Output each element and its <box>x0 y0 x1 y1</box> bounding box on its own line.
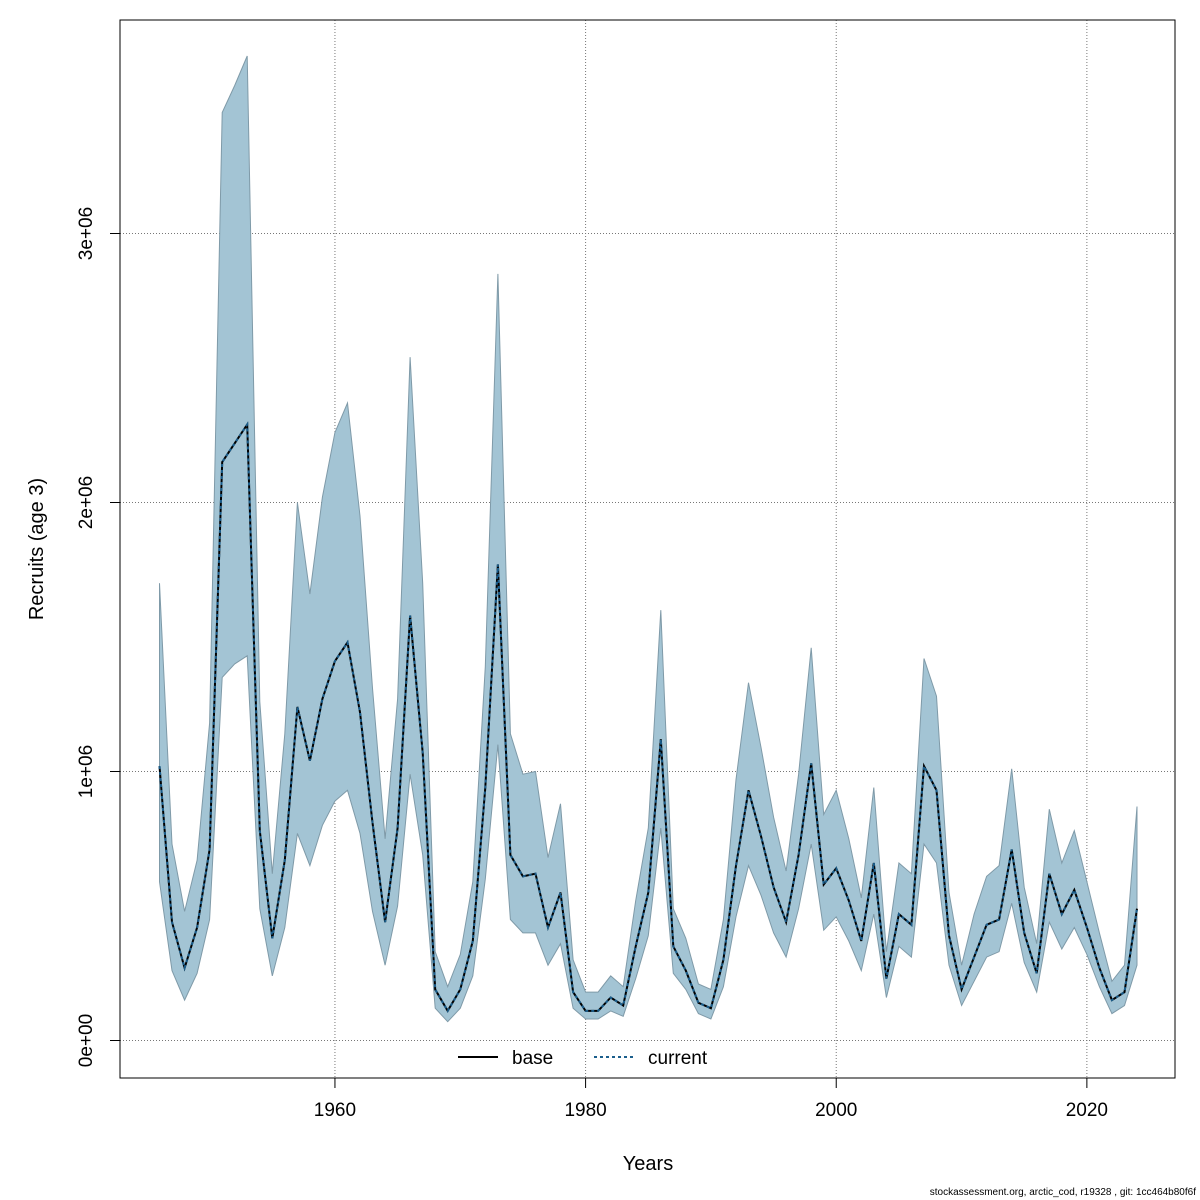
x-axis-label: Years <box>623 1153 673 1175</box>
y-axis-label: Recruits (age 3) <box>26 478 48 620</box>
x-tick-label-1960: 1960 <box>314 1100 356 1121</box>
x-tick-label-1980: 1980 <box>564 1100 606 1121</box>
footer-credit: stockassessment.org, arctic_cod, r19328 … <box>929 1187 1196 1198</box>
y-tick-label-1e+06: 1e+06 <box>76 745 97 798</box>
legend-base-label: base <box>512 1048 553 1069</box>
y-tick-label-2e+06: 2e+06 <box>76 476 97 529</box>
legend: base current <box>458 1048 708 1069</box>
series-lines-layer <box>158 421 1138 1013</box>
confidence-band-layer <box>159 55 1138 1023</box>
legend-current-label: current <box>648 1048 708 1069</box>
y-tick-label-0e+00: 0e+00 <box>76 1014 97 1067</box>
y-axis: 0e+00 1e+06 2e+06 3e+06 <box>76 207 120 1067</box>
y-tick-label-3e+06: 3e+06 <box>76 207 97 260</box>
x-axis: 1960 1980 2000 2020 <box>314 1078 1108 1121</box>
x-tick-label-2000: 2000 <box>815 1100 857 1121</box>
x-tick-label-2020: 2020 <box>1066 1100 1108 1121</box>
series-line-current <box>158 421 1138 1013</box>
plot-frame <box>119 19 1176 1079</box>
confidence-band <box>159 55 1138 1023</box>
